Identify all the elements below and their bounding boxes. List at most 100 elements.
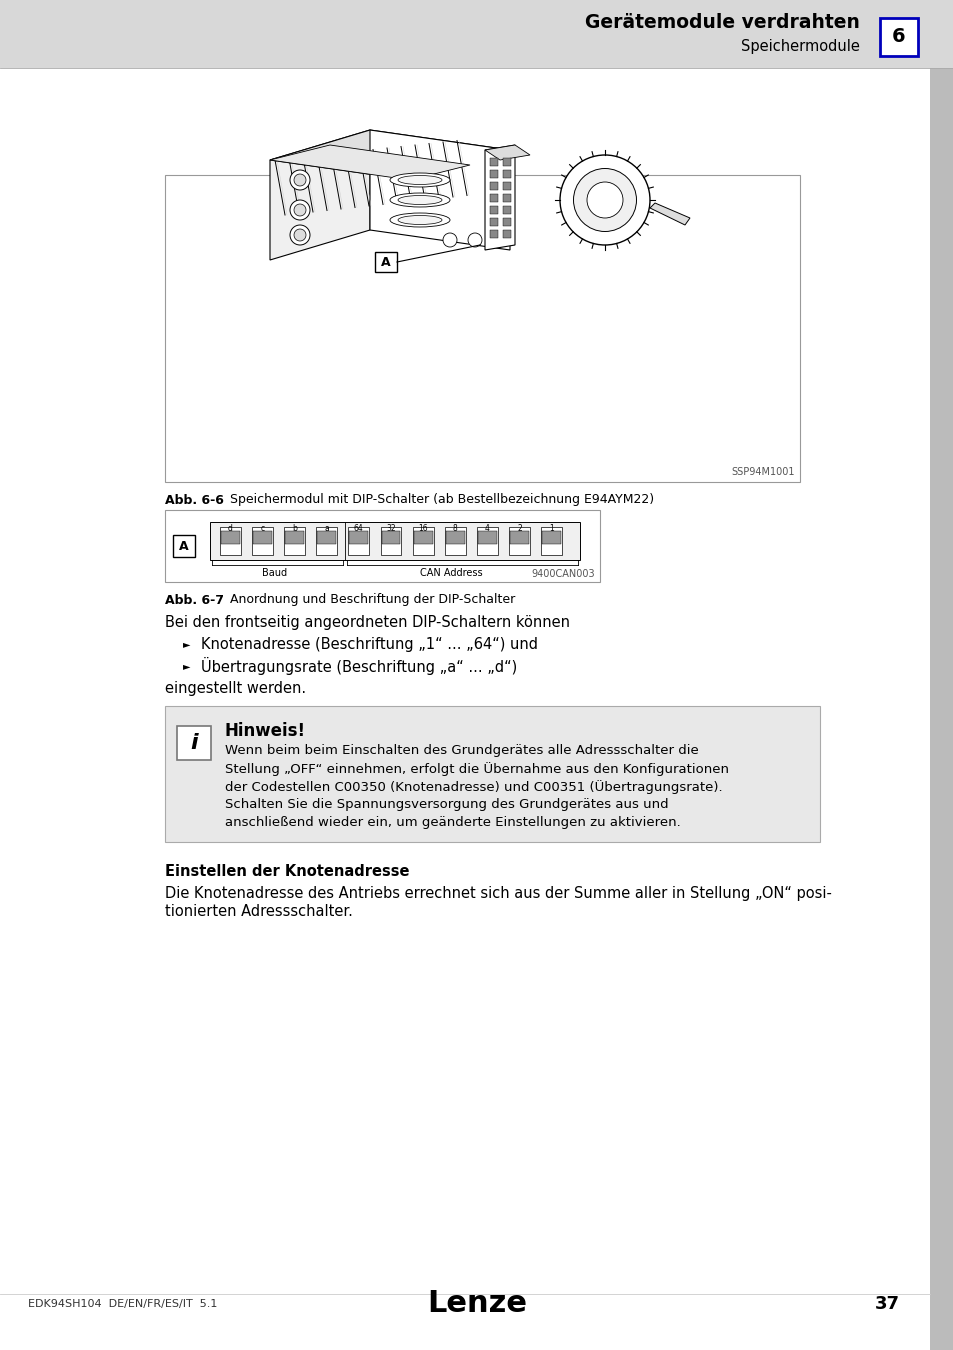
Bar xyxy=(490,158,497,166)
Bar xyxy=(502,217,511,225)
Circle shape xyxy=(442,234,456,247)
Text: CAN Address: CAN Address xyxy=(419,568,482,578)
Bar xyxy=(477,531,497,544)
Text: a: a xyxy=(324,524,329,533)
Text: A: A xyxy=(179,540,189,552)
Bar xyxy=(252,526,273,555)
Text: tionierten Adressschalter.: tionierten Adressschalter. xyxy=(165,904,353,919)
Text: 6: 6 xyxy=(891,27,904,46)
Bar xyxy=(253,531,272,544)
Bar xyxy=(502,158,511,166)
Bar xyxy=(490,217,497,225)
Text: ►: ► xyxy=(183,639,191,649)
Text: c: c xyxy=(260,524,264,533)
Polygon shape xyxy=(484,144,530,161)
Text: 37: 37 xyxy=(874,1295,899,1314)
Text: d: d xyxy=(228,524,233,533)
Text: ►: ► xyxy=(183,662,191,671)
Bar xyxy=(413,526,434,555)
Text: i: i xyxy=(190,733,197,753)
Text: Speichermodul mit DIP-Schalter (ab Bestellbezeichnung E94AYM22): Speichermodul mit DIP-Schalter (ab Beste… xyxy=(230,494,654,506)
Circle shape xyxy=(586,182,622,217)
Bar xyxy=(177,726,211,760)
Circle shape xyxy=(294,230,306,242)
Text: Speichermodule: Speichermodule xyxy=(740,39,859,54)
Bar xyxy=(375,252,396,271)
Ellipse shape xyxy=(390,173,450,188)
Bar xyxy=(316,531,335,544)
Bar xyxy=(490,194,497,202)
Bar xyxy=(348,526,369,555)
Text: Knotenadresse (Beschriftung „1“ ... „64“) und: Knotenadresse (Beschriftung „1“ ... „64“… xyxy=(201,636,537,652)
Circle shape xyxy=(573,169,636,231)
Text: Gerätemodule verdrahten: Gerätemodule verdrahten xyxy=(584,12,859,31)
Text: Die Knotenadresse des Antriebs errechnet sich aus der Summe aller in Stellung „O: Die Knotenadresse des Antriebs errechnet… xyxy=(165,886,831,900)
Circle shape xyxy=(290,225,310,244)
Bar xyxy=(490,182,497,190)
Text: 8: 8 xyxy=(453,524,457,533)
Bar xyxy=(879,18,917,55)
Polygon shape xyxy=(270,144,470,180)
Text: EDK94SH104  DE/EN/FR/ES/IT  5.1: EDK94SH104 DE/EN/FR/ES/IT 5.1 xyxy=(28,1299,217,1310)
Bar xyxy=(502,182,511,190)
Text: b: b xyxy=(292,524,296,533)
Bar xyxy=(381,531,400,544)
Circle shape xyxy=(294,204,306,216)
Text: 32: 32 xyxy=(386,524,395,533)
Circle shape xyxy=(290,200,310,220)
Bar xyxy=(210,522,579,560)
Text: 4: 4 xyxy=(484,524,490,533)
Bar xyxy=(285,531,304,544)
Text: Abb. 6-6: Abb. 6-6 xyxy=(165,494,224,506)
Text: SSP94M1001: SSP94M1001 xyxy=(731,467,794,477)
Text: Wenn beim beim Einschalten des Grundgerätes alle Adressschalter die: Wenn beim beim Einschalten des Grundgerä… xyxy=(225,744,698,757)
Ellipse shape xyxy=(390,193,450,207)
Text: Bei den frontseitig angeordneten DIP-Schaltern können: Bei den frontseitig angeordneten DIP-Sch… xyxy=(165,614,569,629)
Bar xyxy=(380,526,401,555)
Ellipse shape xyxy=(397,176,441,185)
Bar xyxy=(542,531,560,544)
Text: Baud: Baud xyxy=(261,568,287,578)
Text: 64: 64 xyxy=(354,524,363,533)
Text: der Codestellen C00350 (Knotenadresse) und C00351 (Übertragungsrate).: der Codestellen C00350 (Knotenadresse) u… xyxy=(225,780,721,794)
Bar xyxy=(502,170,511,178)
Text: Schalten Sie die Spannungsversorgung des Grundgerätes aus und: Schalten Sie die Spannungsversorgung des… xyxy=(225,798,668,811)
Bar xyxy=(349,531,368,544)
Bar xyxy=(444,526,465,555)
Bar xyxy=(220,531,239,544)
Text: anschließend wieder ein, um geänderte Einstellungen zu aktivieren.: anschließend wieder ein, um geänderte Ei… xyxy=(225,815,680,829)
Text: eingestellt werden.: eingestellt werden. xyxy=(165,680,306,695)
Text: A: A xyxy=(381,255,391,269)
Bar xyxy=(540,526,561,555)
Bar xyxy=(502,194,511,202)
Bar xyxy=(284,526,305,555)
Bar xyxy=(414,531,432,544)
Bar xyxy=(445,531,464,544)
Polygon shape xyxy=(484,144,515,250)
Bar xyxy=(502,207,511,215)
Polygon shape xyxy=(270,130,370,261)
Text: 9400CAN003: 9400CAN003 xyxy=(531,568,595,579)
Text: Lenze: Lenze xyxy=(427,1289,526,1319)
Bar xyxy=(0,0,953,68)
Text: Stellung „OFF“ einnehmen, erfolgt die Übernahme aus den Konfigurationen: Stellung „OFF“ einnehmen, erfolgt die Üb… xyxy=(225,761,728,776)
Text: 2: 2 xyxy=(517,524,521,533)
Text: Einstellen der Knotenadresse: Einstellen der Knotenadresse xyxy=(165,864,409,879)
Circle shape xyxy=(559,155,649,244)
Circle shape xyxy=(294,174,306,186)
Ellipse shape xyxy=(397,216,441,224)
Bar xyxy=(315,526,336,555)
Text: 16: 16 xyxy=(418,524,428,533)
Bar xyxy=(510,531,529,544)
Circle shape xyxy=(468,234,481,247)
Bar xyxy=(502,230,511,238)
Text: Abb. 6-7: Abb. 6-7 xyxy=(165,594,224,606)
Bar xyxy=(490,207,497,215)
Bar xyxy=(172,535,194,558)
Polygon shape xyxy=(270,130,510,180)
Text: Hinweis!: Hinweis! xyxy=(225,722,306,740)
Bar xyxy=(219,526,240,555)
Circle shape xyxy=(290,170,310,190)
Bar xyxy=(165,706,820,842)
Text: Übertragungsrate (Beschriftung „a“ ... „d“): Übertragungsrate (Beschriftung „a“ ... „… xyxy=(201,657,517,675)
